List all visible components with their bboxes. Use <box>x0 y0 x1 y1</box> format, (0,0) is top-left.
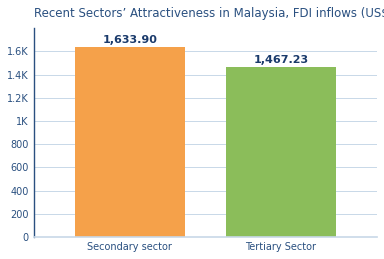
Text: Recent Sectors’ Attractiveness in Malaysia, FDI inflows (US$ million): Recent Sectors’ Attractiveness in Malays… <box>33 7 384 20</box>
Bar <box>226 67 336 237</box>
Text: 1,633.90: 1,633.90 <box>102 35 157 45</box>
Bar <box>75 47 185 237</box>
Text: 1,467.23: 1,467.23 <box>253 55 308 65</box>
